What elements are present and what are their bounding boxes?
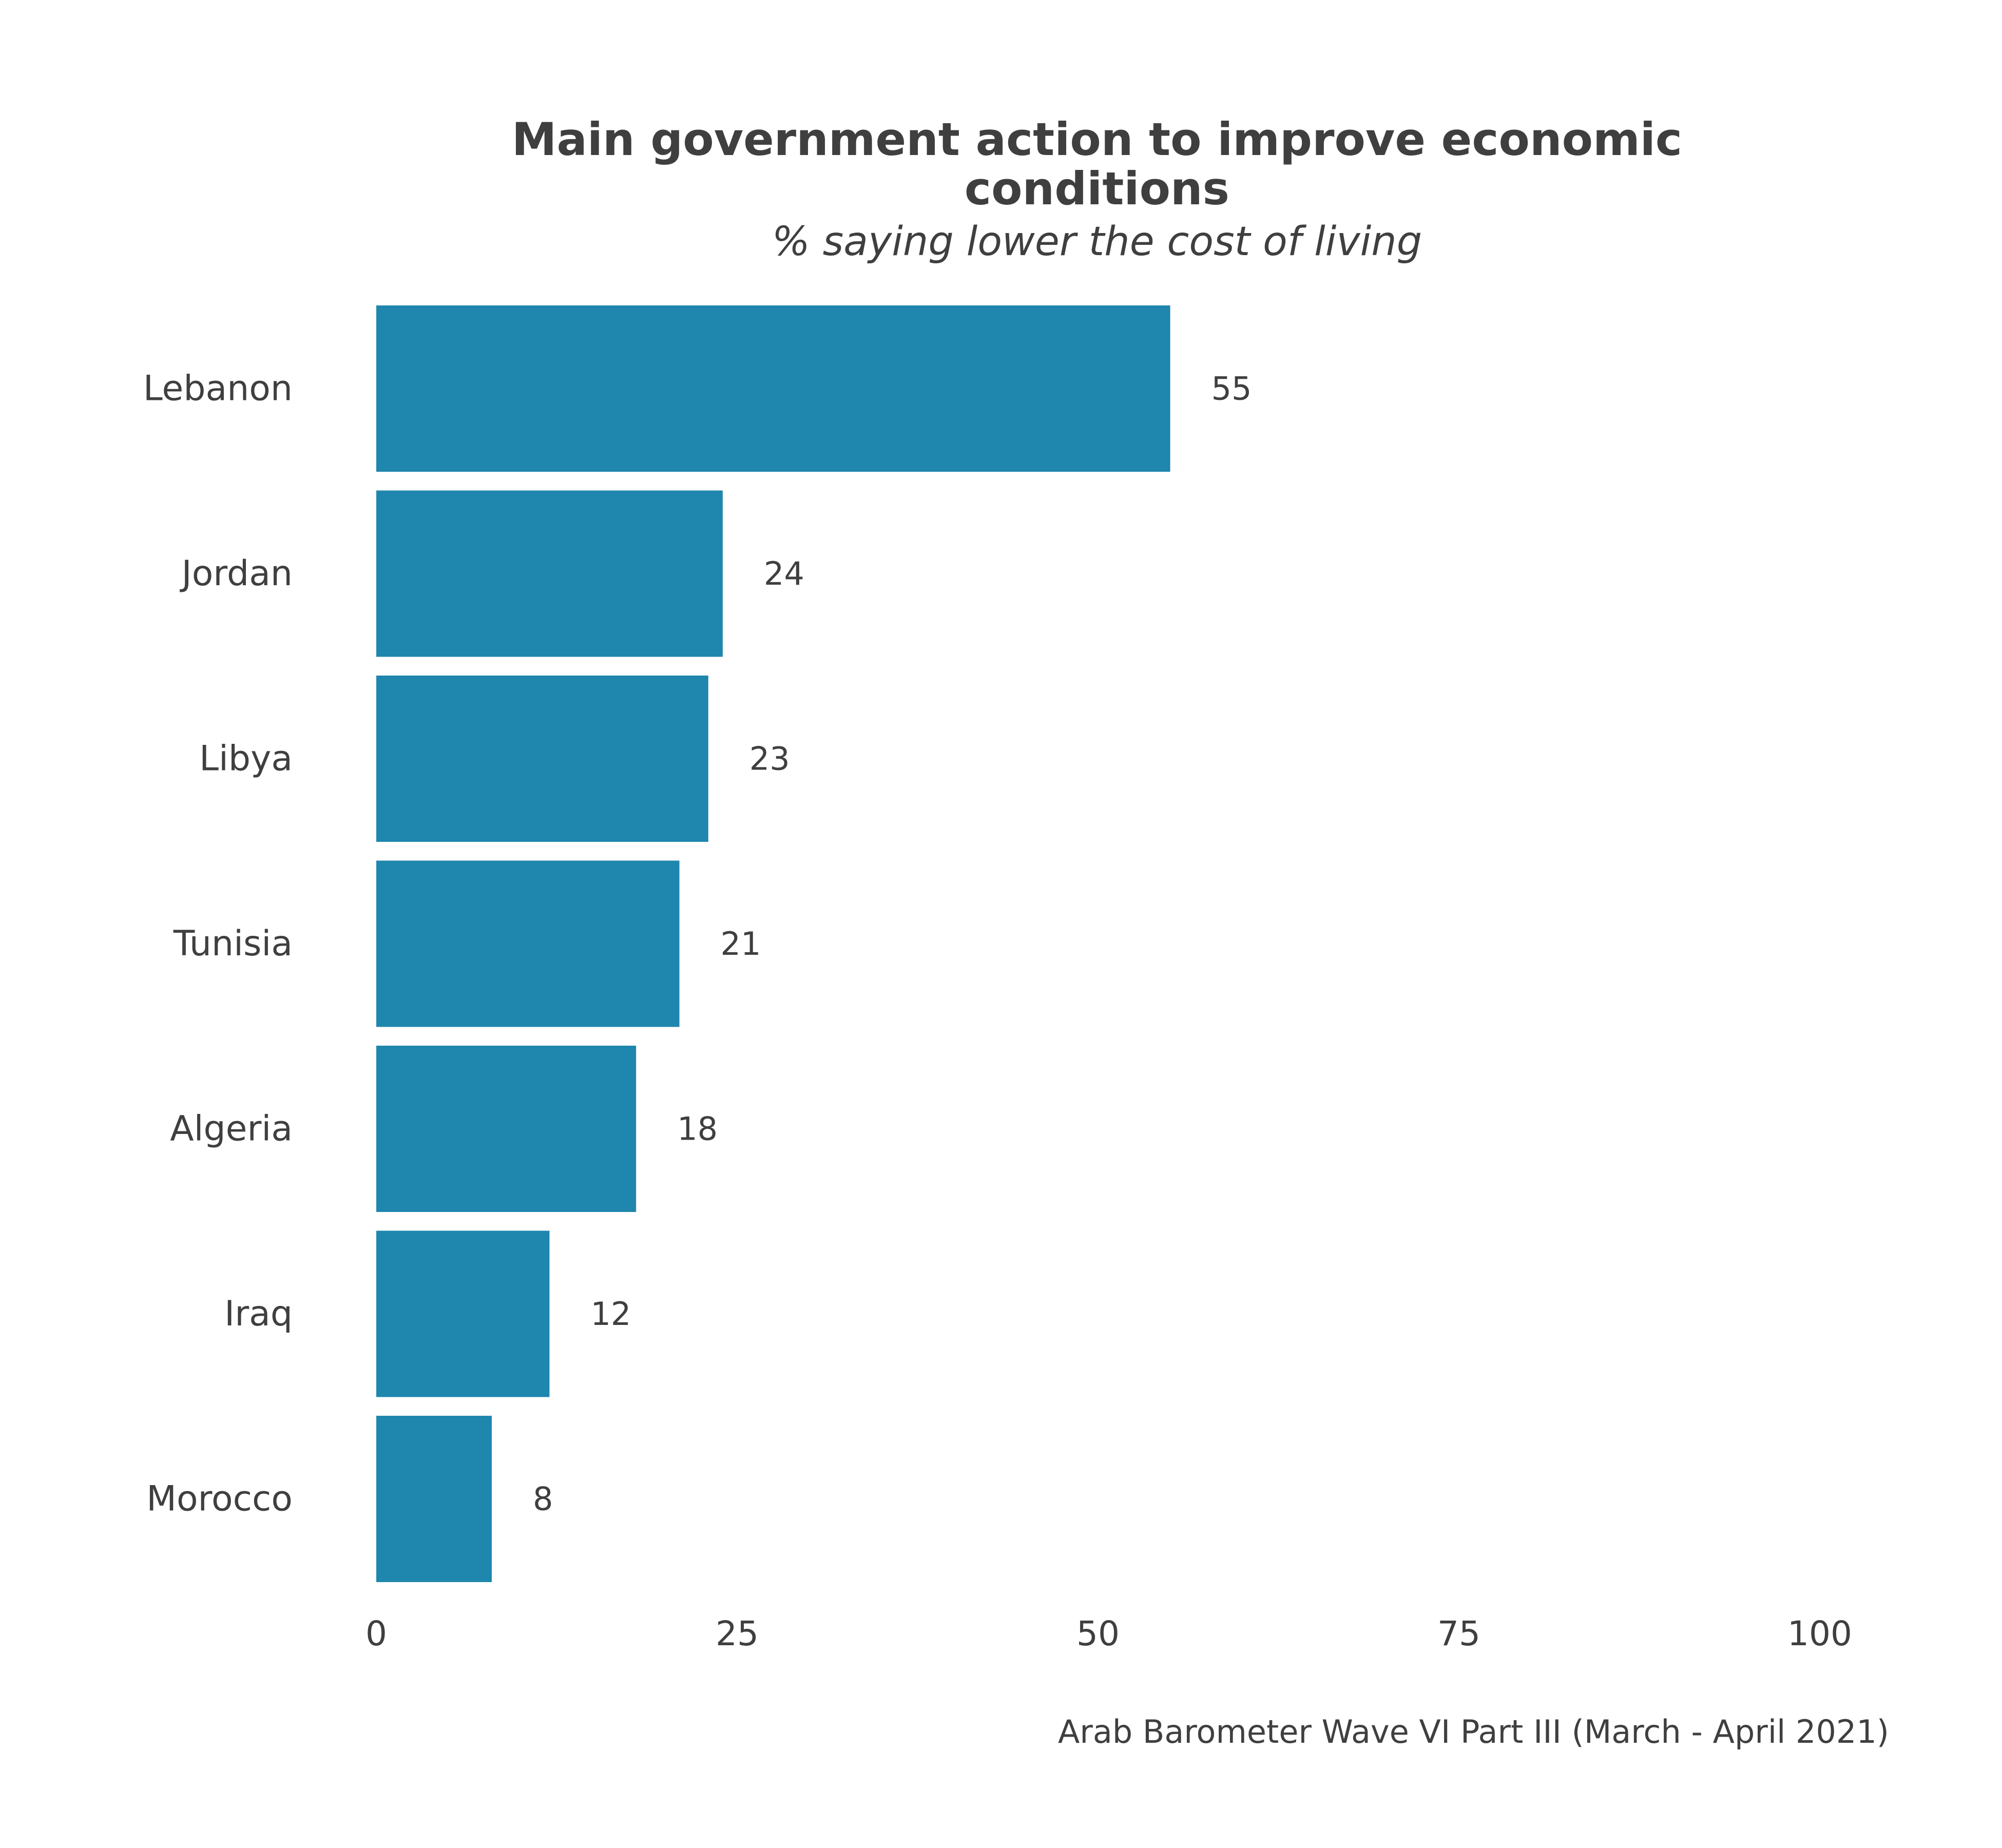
x-tick-label: 25: [716, 1614, 759, 1653]
category-label-morocco: Morocco: [146, 1479, 293, 1519]
value-label-iraq: 12: [590, 1295, 631, 1333]
value-label-algeria: 18: [677, 1110, 718, 1148]
bars-group: [376, 305, 1170, 1582]
x-tick-label: 50: [1076, 1614, 1120, 1653]
bar-morocco: [376, 1416, 492, 1582]
bar-iraq: [376, 1230, 550, 1397]
value-label-lebanon: 55: [1211, 370, 1252, 408]
bar-lebanon: [376, 305, 1170, 472]
bar-tunisia: [376, 860, 680, 1027]
value-label-tunisia: 21: [721, 925, 761, 962]
chart-subtitle: % saying lower the cost of living: [772, 219, 1422, 265]
x-tick-label: 100: [1787, 1614, 1852, 1653]
value-label-jordan: 24: [764, 555, 804, 592]
value-label-morocco: 8: [533, 1480, 553, 1518]
x-axis-tick-labels-group: 0 25 50 75 100: [365, 1614, 1852, 1653]
chart-caption: Arab Barometer Wave VI Part III (March -…: [1058, 1713, 1889, 1750]
category-label-libya: Libya: [199, 739, 293, 779]
chart-title-line-2: conditions: [965, 162, 1229, 215]
bar-algeria: [376, 1046, 637, 1212]
category-labels-group: Lebanon Jordan Libya Tunisia Algeria Iraq Moro…: [143, 369, 293, 1519]
category-label-iraq: Iraq: [224, 1294, 293, 1334]
bar-jordan: [376, 490, 723, 657]
category-label-jordan: Jordan: [180, 553, 293, 594]
x-tick-label: 0: [365, 1614, 387, 1653]
category-label-tunisia: Tunisia: [173, 923, 293, 964]
chart-title-line-1: Main government action to improve econom…: [512, 113, 1682, 166]
category-label-algeria: Algeria: [170, 1109, 293, 1149]
chart-title-group: Main government action to improve econom…: [512, 113, 1682, 265]
value-label-libya: 23: [749, 740, 790, 778]
value-labels-group: 55 24 23 21 18 12 8: [533, 370, 1252, 1518]
bar-libya: [376, 676, 708, 842]
x-tick-label: 75: [1437, 1614, 1480, 1653]
category-label-lebanon: Lebanon: [143, 369, 293, 409]
